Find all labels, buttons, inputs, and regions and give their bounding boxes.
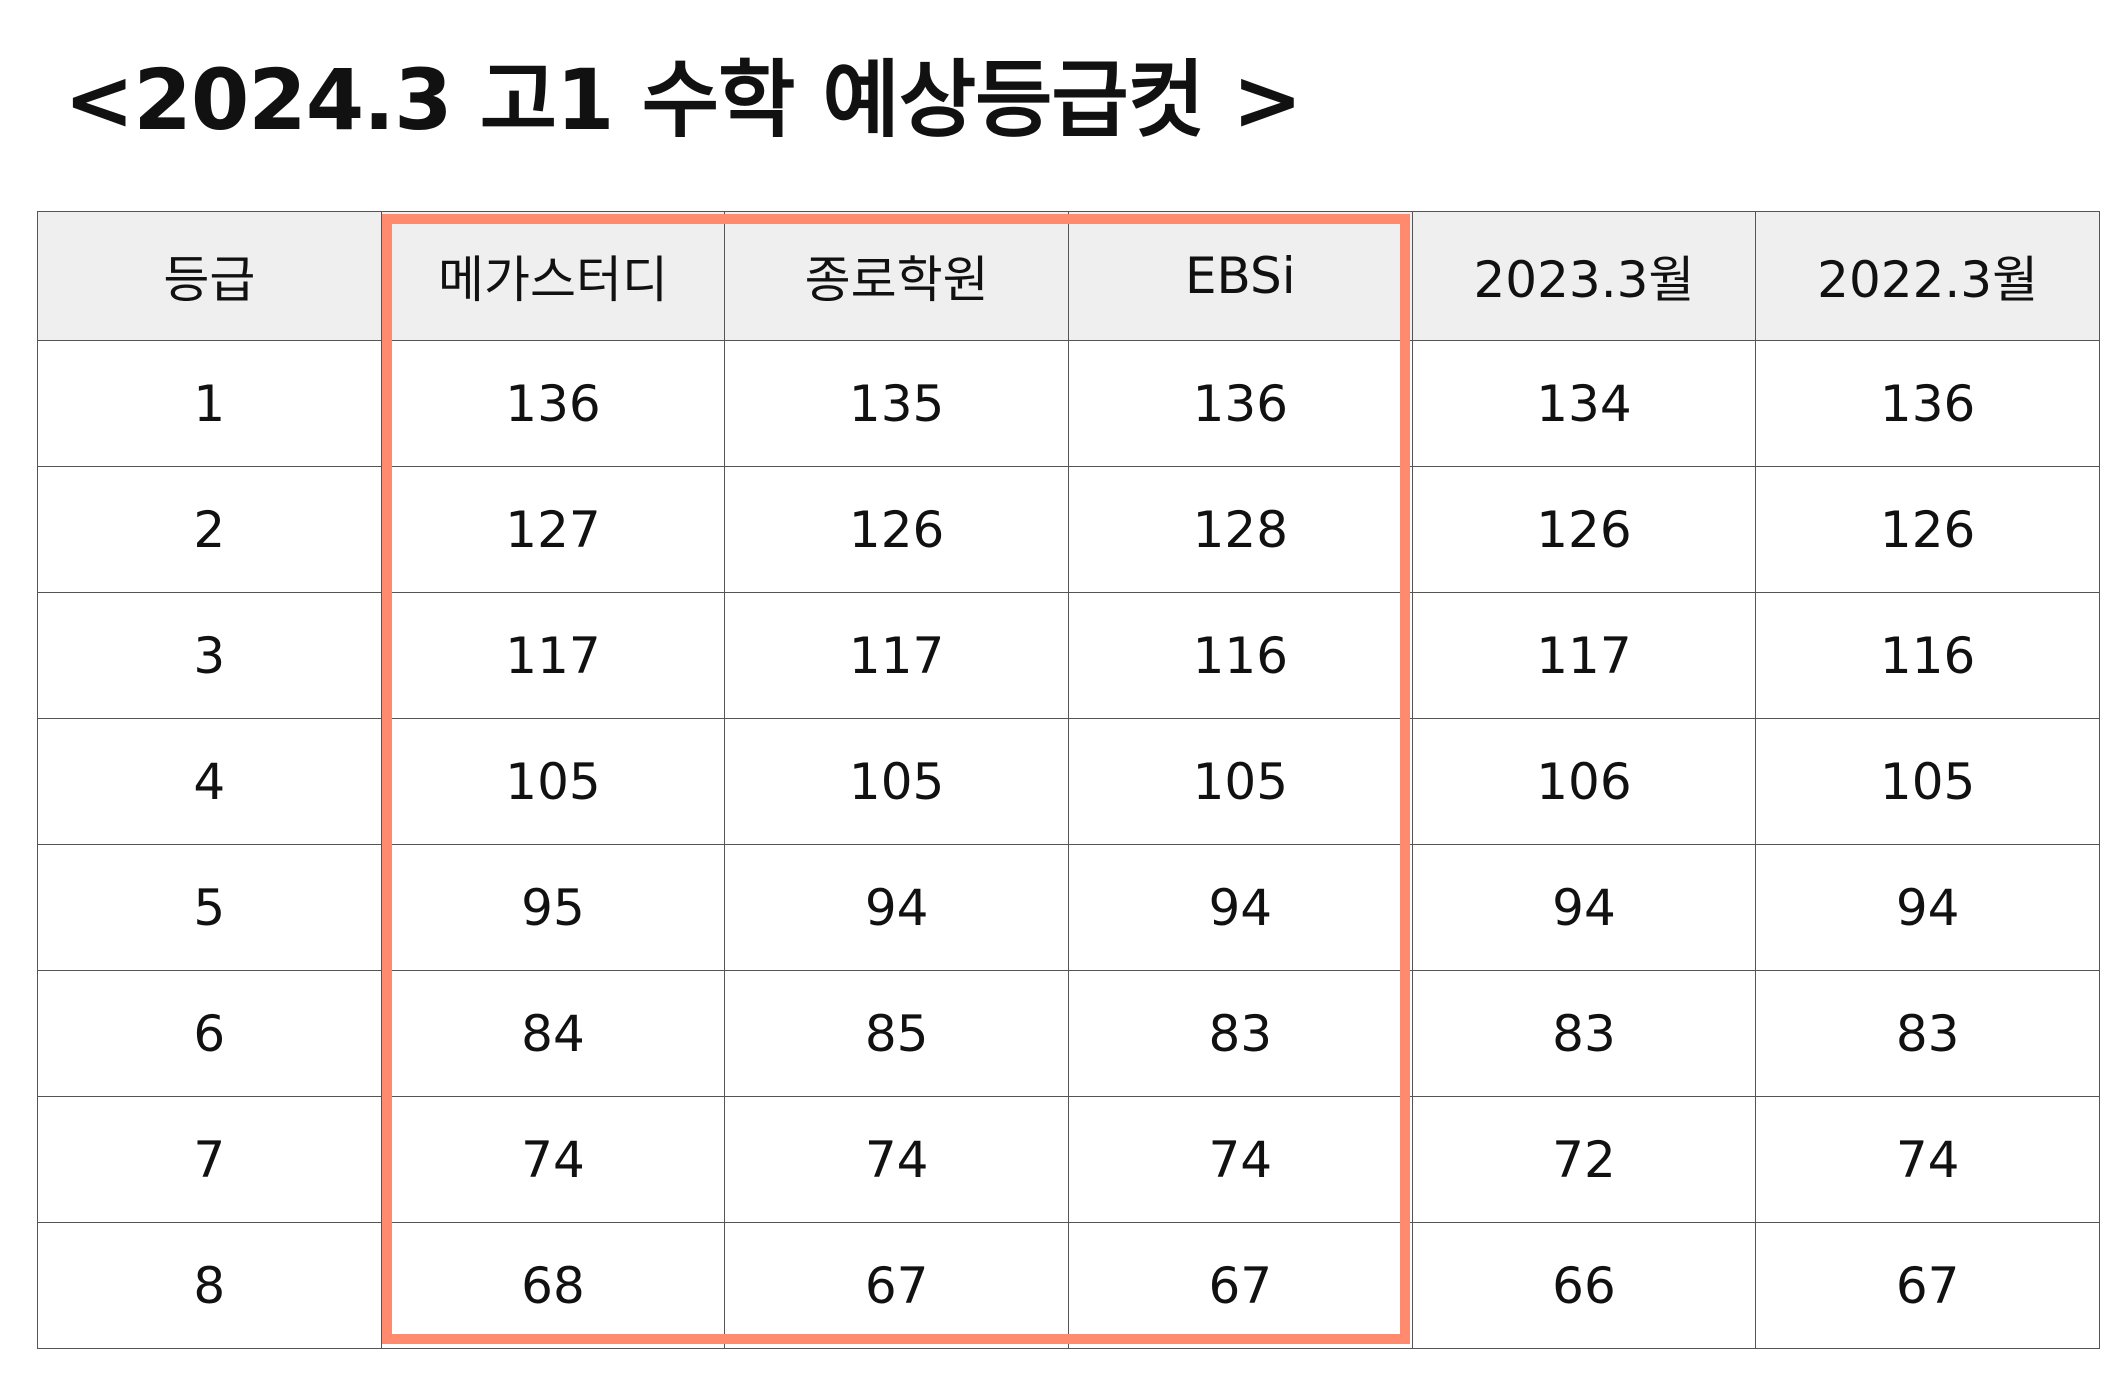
table-row: 4 105 105 105 106 105 xyxy=(37,718,2100,845)
cell-jongro: 105 xyxy=(724,718,1069,845)
header-megastudy: 메가스터디 xyxy=(380,211,726,341)
cell-megastudy: 95 xyxy=(380,844,726,971)
cell-ebsi: 128 xyxy=(1067,466,1413,593)
cell-megastudy: 68 xyxy=(380,1222,726,1349)
cell-2022-march: 116 xyxy=(1755,592,2100,719)
cell-2023-march: 83 xyxy=(1411,970,1757,1097)
cell-ebsi: 94 xyxy=(1067,844,1413,971)
header-ebsi: EBSi xyxy=(1067,211,1413,341)
cell-ebsi: 105 xyxy=(1067,718,1413,845)
cell-grade: 4 xyxy=(37,718,382,845)
table-row: 2 127 126 128 126 126 xyxy=(37,466,2100,593)
cell-2022-march: 67 xyxy=(1755,1222,2100,1349)
grade-cut-table: 등급 메가스터디 종로학원 EBSi 2023.3월 2022.3월 1 136… xyxy=(37,211,2100,1349)
cell-megastudy: 127 xyxy=(380,466,726,593)
table-row: 8 68 67 67 66 67 xyxy=(37,1222,2100,1349)
cell-jongro: 74 xyxy=(724,1096,1069,1223)
cell-2023-march: 134 xyxy=(1411,340,1757,467)
cell-2022-march: 74 xyxy=(1755,1096,2100,1223)
cell-ebsi: 136 xyxy=(1067,340,1413,467)
table-row: 7 74 74 74 72 74 xyxy=(37,1096,2100,1223)
cell-2023-march: 66 xyxy=(1411,1222,1757,1349)
grade-cut-table-container: 등급 메가스터디 종로학원 EBSi 2023.3월 2022.3월 1 136… xyxy=(37,211,2100,1349)
header-2023-march: 2023.3월 xyxy=(1411,211,1757,341)
cell-jongro: 85 xyxy=(724,970,1069,1097)
cell-jongro: 126 xyxy=(724,466,1069,593)
cell-2022-march: 94 xyxy=(1755,844,2100,971)
cell-2022-march: 136 xyxy=(1755,340,2100,467)
header-row: 등급 메가스터디 종로학원 EBSi 2023.3월 2022.3월 xyxy=(37,211,2100,341)
page-title: <2024.3 고1 수학 예상등급컷 > xyxy=(64,51,1303,149)
cell-ebsi: 116 xyxy=(1067,592,1413,719)
cell-jongro: 94 xyxy=(724,844,1069,971)
cell-megastudy: 136 xyxy=(380,340,726,467)
cell-megastudy: 74 xyxy=(380,1096,726,1223)
cell-2023-march: 94 xyxy=(1411,844,1757,971)
header-jongro: 종로학원 xyxy=(724,211,1069,341)
table-row: 3 117 117 116 117 116 xyxy=(37,592,2100,719)
cell-megastudy: 105 xyxy=(380,718,726,845)
cell-jongro: 117 xyxy=(724,592,1069,719)
cell-2023-march: 72 xyxy=(1411,1096,1757,1223)
cell-grade: 7 xyxy=(37,1096,382,1223)
cell-ebsi: 74 xyxy=(1067,1096,1413,1223)
cell-2022-march: 126 xyxy=(1755,466,2100,593)
cell-megastudy: 117 xyxy=(380,592,726,719)
cell-jongro: 135 xyxy=(724,340,1069,467)
table-row: 5 95 94 94 94 94 xyxy=(37,844,2100,971)
cell-2023-march: 126 xyxy=(1411,466,1757,593)
cell-grade: 1 xyxy=(37,340,382,467)
cell-jongro: 67 xyxy=(724,1222,1069,1349)
cell-grade: 3 xyxy=(37,592,382,719)
cell-2023-march: 106 xyxy=(1411,718,1757,845)
cell-megastudy: 84 xyxy=(380,970,726,1097)
table-row: 6 84 85 83 83 83 xyxy=(37,970,2100,1097)
cell-ebsi: 83 xyxy=(1067,970,1413,1097)
table-row: 1 136 135 136 134 136 xyxy=(37,340,2100,467)
header-2022-march: 2022.3월 xyxy=(1755,211,2100,341)
cell-ebsi: 67 xyxy=(1067,1222,1413,1349)
cell-grade: 2 xyxy=(37,466,382,593)
cell-2023-march: 117 xyxy=(1411,592,1757,719)
cell-2022-march: 83 xyxy=(1755,970,2100,1097)
cell-grade: 6 xyxy=(37,970,382,1097)
header-grade: 등급 xyxy=(37,211,382,341)
cell-2022-march: 105 xyxy=(1755,718,2100,845)
cell-grade: 5 xyxy=(37,844,382,971)
cell-grade: 8 xyxy=(37,1222,382,1349)
